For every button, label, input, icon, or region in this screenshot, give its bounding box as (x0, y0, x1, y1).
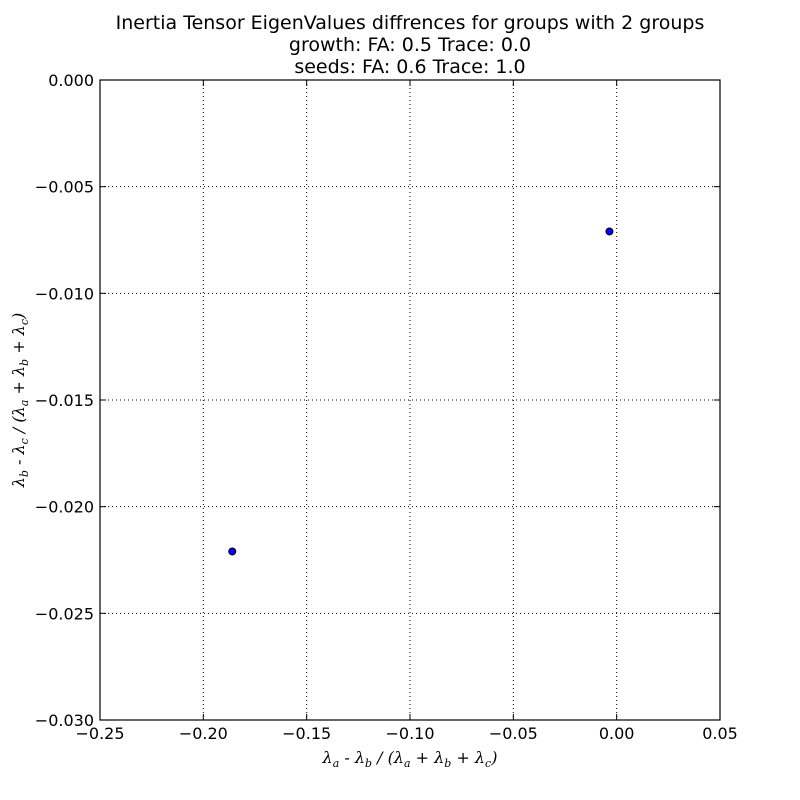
y-tick-labels: 0.000 −0.005 −0.010 −0.015 −0.020 −0.025 −0.03… (35, 71, 94, 730)
x-tick-labels: −0.25 −0.20 −0.15 −0.10 −0.05 0.00 0.05 (75, 724, 737, 743)
x-tick-label: −0.20 (179, 724, 228, 743)
chart-title-line-3: seeds: FA: 0.6 Trace: 1.0 (294, 56, 525, 78)
chart-title-line-2: growth: FA: 0.5 Trace: 0.0 (289, 34, 531, 56)
chart-title-line-1: Inertia Tensor EigenValues diffrences fo… (116, 12, 705, 34)
plot-frame (99, 79, 721, 721)
x-tick-label: −0.10 (385, 724, 434, 743)
x-tick-label: 0.00 (599, 724, 635, 743)
y-tick-label: −0.005 (35, 178, 94, 197)
y-tick-label: −0.010 (35, 284, 94, 303)
data-points (228, 227, 614, 556)
chart-title: Inertia Tensor EigenValues diffrences fo… (116, 12, 705, 78)
y-axis-label: λb - λc / (λa + λb + λc) (9, 313, 31, 489)
y-tick-label: 0.000 (48, 71, 94, 90)
x-tick-label: −0.25 (75, 724, 124, 743)
data-point (605, 227, 614, 236)
data-point (228, 547, 237, 556)
grid-lines (100, 80, 720, 720)
x-tick-label: −0.15 (282, 724, 331, 743)
y-tick-label: −0.025 (35, 604, 94, 623)
y-tick-label: −0.020 (35, 498, 94, 517)
x-tick-label: −0.05 (489, 724, 538, 743)
x-tick-label: 0.05 (702, 724, 738, 743)
y-tick-label: −0.030 (35, 711, 94, 730)
y-tick-label: −0.015 (35, 391, 94, 410)
x-axis-label: λa - λb / (λa + λb + λc) (322, 748, 498, 770)
